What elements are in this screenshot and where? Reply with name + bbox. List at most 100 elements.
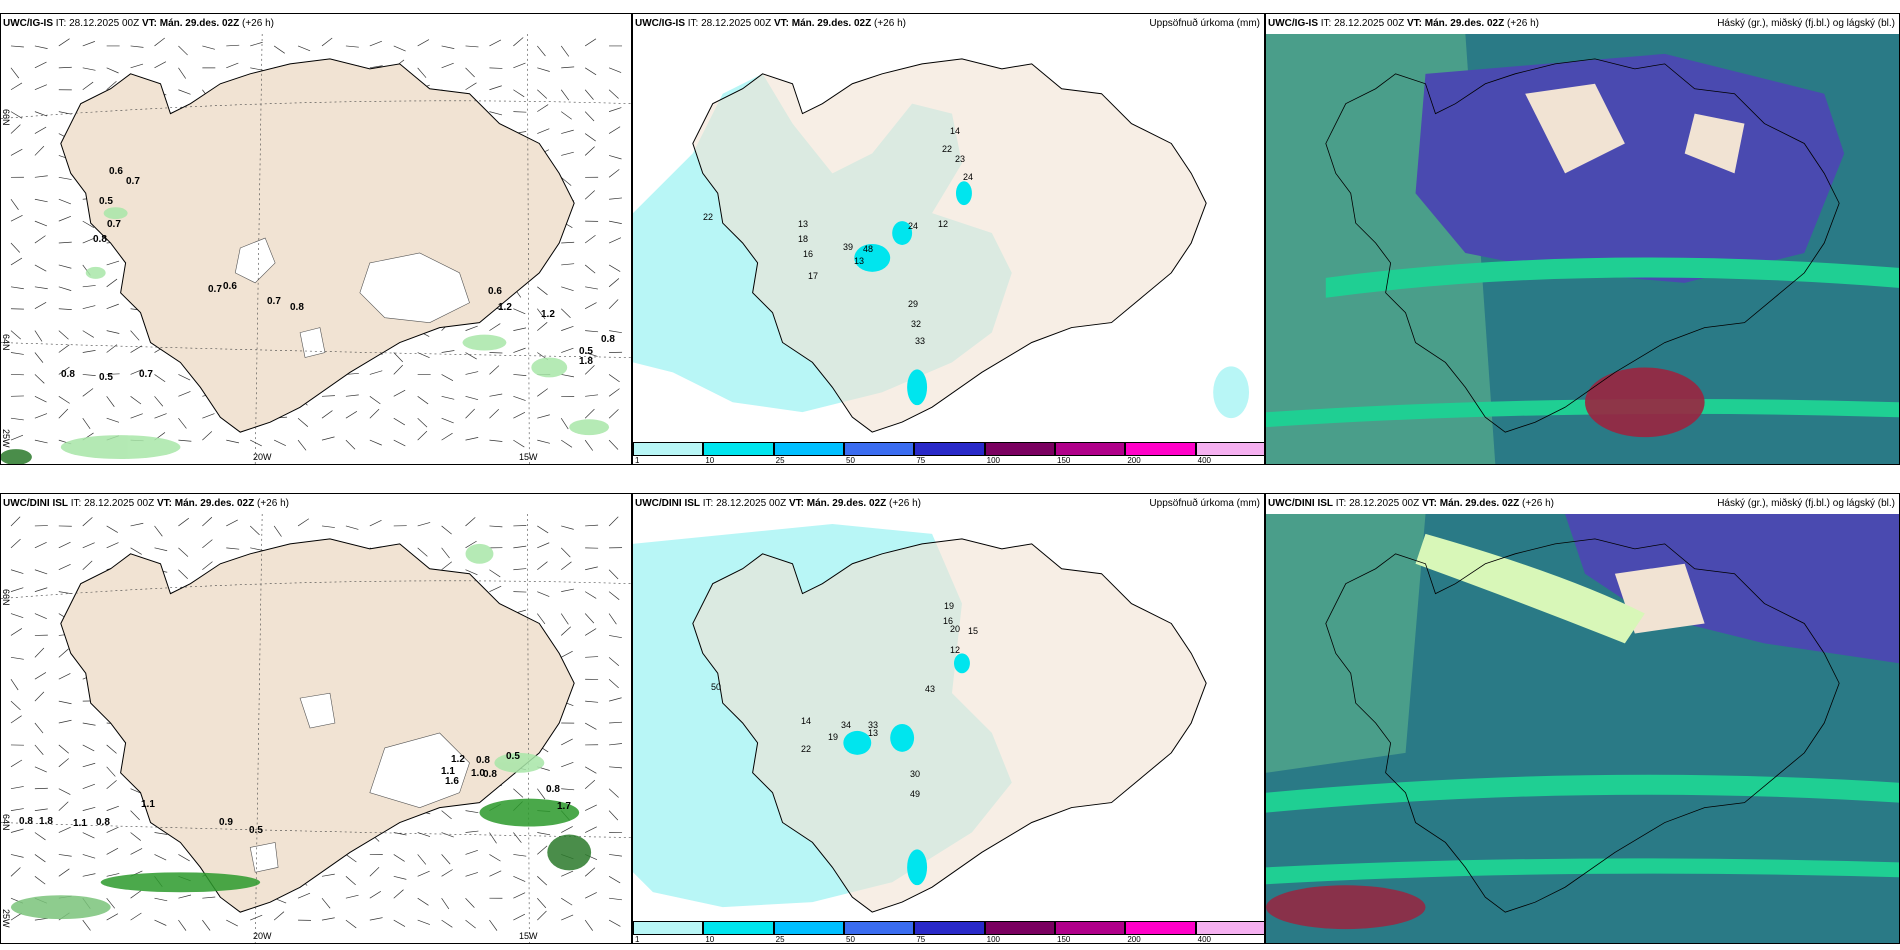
wind-barb <box>561 870 574 877</box>
wind-barb <box>106 344 118 353</box>
wind-barb <box>441 395 455 400</box>
wind-barb <box>34 917 48 921</box>
wind-barb <box>178 547 189 557</box>
wind-barb <box>82 237 95 244</box>
wind-barb <box>34 175 48 178</box>
wind-barb <box>465 517 476 527</box>
wind-barb <box>154 897 168 902</box>
wind-barb <box>584 591 597 599</box>
wind-barb <box>465 395 479 401</box>
wind-barb <box>10 867 21 877</box>
iceland-landmass <box>692 538 1207 913</box>
colorbar-tick: 150 <box>1057 456 1071 465</box>
wind-barb <box>584 67 597 76</box>
wind-barb <box>178 417 187 429</box>
wind-barb <box>106 81 117 91</box>
init-time: IT: 28.12.2025 00Z <box>1335 498 1420 509</box>
wind-barb <box>369 519 382 527</box>
wind-value: 1.8 <box>579 356 593 367</box>
precip-patches <box>10 543 592 920</box>
wind-barb <box>178 569 188 579</box>
cloud-clear-patch <box>1684 113 1745 174</box>
lat-label-64: 64N <box>1 334 11 351</box>
wind-barb <box>561 762 574 768</box>
init-time: IT: 28.12.2025 00Z <box>1320 18 1405 29</box>
colorbar-tick: 75 <box>916 456 926 465</box>
high-cloud-top <box>1415 53 1845 283</box>
wind-barb <box>130 369 143 375</box>
colorbar-tick: 400 <box>1197 935 1212 944</box>
wind-barb <box>106 913 119 921</box>
wind-barb <box>273 45 285 54</box>
wind-barb <box>10 587 24 592</box>
wind-barb <box>513 111 527 113</box>
wind-barb <box>584 722 597 730</box>
wind-barb <box>513 308 526 315</box>
wind-barb <box>417 39 430 47</box>
wind-barb <box>417 67 427 78</box>
wind-barb <box>82 832 95 839</box>
wind-barb <box>537 414 550 419</box>
wind-barb <box>58 111 72 115</box>
wind-barb <box>537 45 546 57</box>
colorbar-swatch <box>1055 921 1126 935</box>
wind-barb <box>250 547 263 551</box>
wind-barb <box>82 388 94 397</box>
wind-barb <box>82 220 95 228</box>
wind-value: 0.8 <box>601 334 615 345</box>
wind-barb <box>561 241 575 244</box>
wind-barb <box>584 146 595 156</box>
wind-barb <box>10 257 23 266</box>
wind-barb <box>465 45 479 48</box>
wind-barb <box>82 873 96 877</box>
wind-barb <box>321 917 335 921</box>
wind-barb <box>82 542 95 549</box>
wind-barb <box>369 866 380 877</box>
wind-barb <box>82 854 96 859</box>
precip-value: 50 <box>711 682 722 692</box>
wind-barb <box>106 542 119 549</box>
colorbar-tick: 400 <box>1197 456 1212 465</box>
wind-barb <box>417 832 431 837</box>
wind-barb <box>226 547 240 550</box>
wind-barb <box>489 832 497 844</box>
wind-barb <box>584 779 596 789</box>
wind-barb <box>34 647 45 658</box>
wind-value: 0.7 <box>107 219 121 230</box>
wind-barb <box>10 854 24 858</box>
wind-map-svg <box>1 34 631 464</box>
lead-time: (+26 h) <box>889 498 921 509</box>
precip-value: 32 <box>911 319 922 329</box>
wind-barb <box>609 220 622 224</box>
wind-barb <box>178 517 190 527</box>
wind-barb <box>537 897 547 909</box>
wind-barb <box>537 788 546 800</box>
wind-barb <box>34 587 48 592</box>
wind-barb <box>178 89 191 95</box>
wind-barb <box>584 892 597 899</box>
precip-value: 19 <box>828 732 839 742</box>
wind-barb <box>561 111 572 120</box>
precip-value: 13 <box>798 219 809 229</box>
high-cloud-red <box>1266 885 1426 930</box>
wind-barb <box>154 854 167 861</box>
lon-label-20: 20W <box>253 931 272 941</box>
wind-barb <box>609 854 622 857</box>
wind-barb <box>513 788 524 798</box>
wind-barb <box>34 744 44 755</box>
wind-barb <box>58 801 69 811</box>
wind-barb <box>10 434 24 441</box>
wind-value: 0.5 <box>579 346 593 357</box>
cloud-map <box>1266 514 1899 943</box>
wind-value: 0.9 <box>219 817 233 828</box>
colorbar-tick: 50 <box>846 456 855 465</box>
precip-map-svg <box>633 523 1207 913</box>
wind-barb <box>106 847 119 855</box>
wind-barb <box>106 525 118 533</box>
colorbar-tick: 50 <box>846 935 855 944</box>
wind-barb <box>58 673 71 680</box>
wind-barb <box>58 744 69 754</box>
wind-barb <box>34 876 46 885</box>
model-name: UWC/DINI ISL <box>3 498 68 509</box>
wind-barb <box>82 67 96 71</box>
